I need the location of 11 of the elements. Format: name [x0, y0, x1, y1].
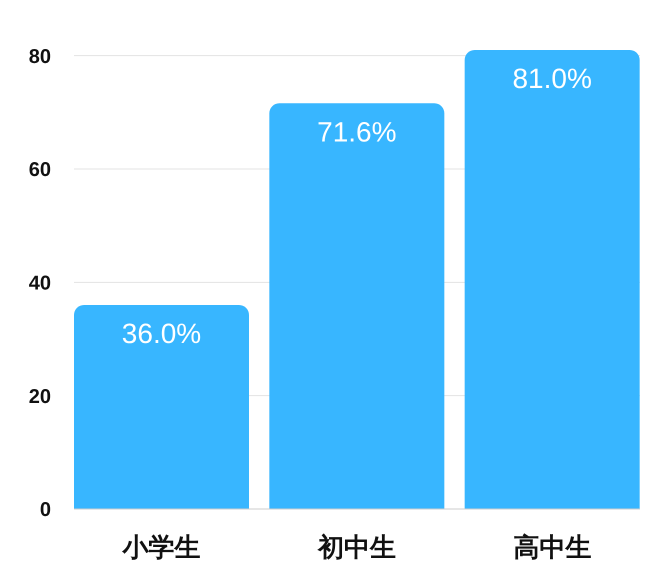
- y-tick-label: 80: [28, 46, 51, 68]
- y-tick-label: 20: [28, 386, 51, 408]
- x-tick-label: 高中生: [513, 532, 592, 562]
- y-tick-label: 0: [40, 499, 51, 522]
- x-tick-label: 初中生: [317, 532, 396, 562]
- data-label: 71.6%: [317, 116, 397, 148]
- y-tick-label: 60: [28, 159, 51, 182]
- data-label: 81.0%: [512, 63, 592, 94]
- data-label: 36.0%: [122, 318, 202, 349]
- y-tick-label: 40: [28, 272, 51, 294]
- x-tick-label: 小学生: [122, 532, 201, 562]
